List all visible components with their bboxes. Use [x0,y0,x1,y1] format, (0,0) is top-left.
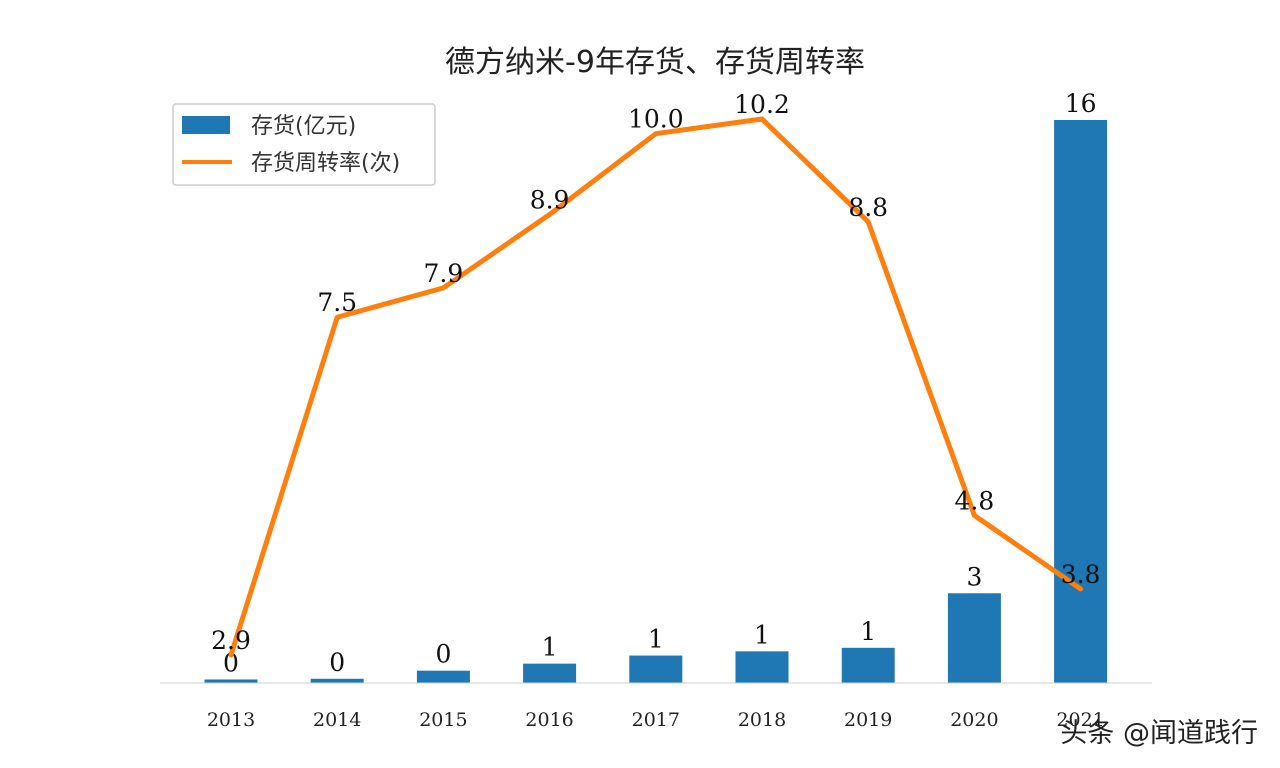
x-tick-2017: 2017 [632,709,680,731]
line-label-2014: 7.5 [317,288,357,317]
line-series [228,116,1084,658]
legend-bar-swatch [182,116,230,134]
bar-2018 [735,651,789,683]
line-label-2020: 4.8 [955,486,995,515]
bar-series [204,120,1108,683]
bar-data-labels: 0 0 0 1 1 1 1 3 16 [223,89,1096,677]
line-label-2015: 7.9 [424,259,464,288]
legend-label-inventory: 存货(亿元) [251,114,356,139]
watermark: 头条 @闻道践行 [1060,718,1258,749]
chart-title: 德方纳米-9年存货、存货周转率 [445,45,865,80]
bar-label-2016: 1 [542,633,558,662]
legend: 存货(亿元) 存货周转率(次) [172,103,436,186]
x-tick-2015: 2015 [419,709,467,731]
line-label-2017: 10.0 [628,105,684,134]
bar-2019 [841,647,895,683]
bar-2014 [310,678,364,683]
bar-label-2017: 1 [648,625,664,654]
bar-label-2018: 1 [754,620,770,649]
x-tick-2018: 2018 [738,709,786,731]
x-tick-2013: 2013 [207,709,255,731]
bar-label-2013: 0 [223,648,239,677]
bar-label-2019: 1 [860,617,876,646]
bar-2016 [523,663,577,683]
line-data-labels: 2.9 7.5 7.9 8.9 10.0 10.2 8.8 4.8 3.8 [211,90,1100,655]
bar-label-2015: 0 [435,640,451,669]
line-label-2021: 3.8 [1061,560,1101,589]
x-tick-2014: 2014 [313,709,361,731]
bar-label-2020: 3 [966,562,982,591]
legend-box [172,103,436,186]
x-tick-2019: 2019 [844,709,892,731]
line-label-2019: 8.8 [848,193,888,222]
bar-2017 [629,655,683,683]
x-tick-2016: 2016 [525,709,573,731]
turnover-line [228,116,1084,658]
line-label-2018: 10.2 [734,90,790,119]
x-tick-2021: 2021 [1056,709,1104,731]
bar-2021 [1054,120,1108,683]
line-label-2016: 8.9 [530,185,570,214]
bar-label-2014: 0 [329,648,345,677]
legend-label-turnover: 存货周转率(次) [251,151,400,176]
x-tick-2020: 2020 [950,709,998,731]
x-tick-labels: 2013 2014 2015 2016 2017 2018 2019 2020 2021 [207,709,1105,731]
bar-2015 [416,670,470,683]
bar-2020 [947,593,1001,683]
bar-label-2021: 16 [1065,89,1097,118]
bar-2013 [204,679,258,683]
line-label-2013: 2.9 [211,626,251,655]
